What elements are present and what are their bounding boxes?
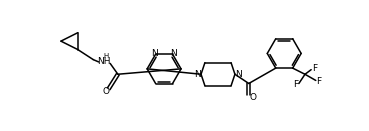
Text: NH: NH (97, 57, 111, 66)
Text: O: O (103, 88, 110, 96)
Text: N: N (235, 70, 241, 79)
Text: N: N (194, 70, 201, 79)
Text: N: N (170, 49, 177, 58)
Text: N: N (151, 49, 158, 58)
Text: O: O (249, 93, 256, 102)
Text: F: F (312, 64, 317, 73)
Text: F: F (293, 80, 298, 89)
Text: F: F (316, 77, 321, 86)
Text: H: H (104, 53, 109, 59)
